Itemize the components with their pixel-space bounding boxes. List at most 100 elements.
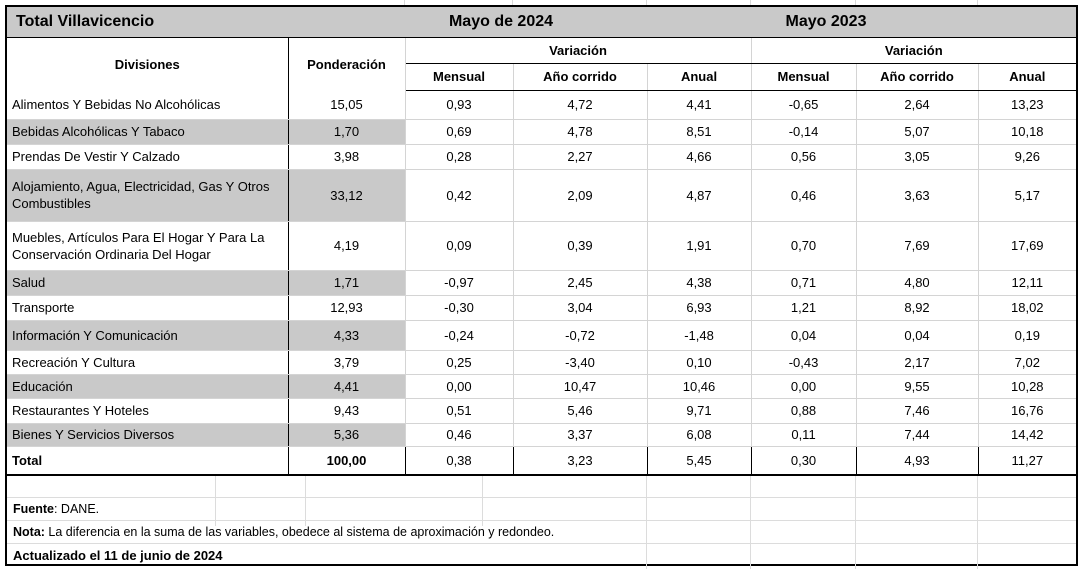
anual-2024-cell: 9,71 [647,398,752,424]
gridline-stub [646,0,647,5]
updated-text: Actualizado el 11 de junio de 2024 [13,548,223,563]
col-header-mensual-2023: Mensual [751,63,857,91]
ano-corrido-2023-cell: 7,46 [856,398,979,424]
col-header-ano-corrido-2024: Año corrido [513,63,648,91]
col-header-ano-corrido-2023: Año corrido [856,63,979,91]
ano-corrido-2024-cell: 4,78 [513,119,648,145]
source-note: Fuente: DANE. [7,498,1076,521]
ponderacion-cell: 4,41 [288,374,406,399]
mensual-2024-cell: -0,24 [405,320,514,351]
total-row: Total 100,00 0,38 3,23 5,45 0,30 4,93 11… [7,445,1077,476]
anual-2023-cell: 5,17 [978,169,1077,222]
total-label-cell: Total [7,445,289,476]
anual-2023-cell: 16,76 [978,398,1077,424]
ano-corrido-2023-cell: 0,04 [856,320,979,351]
ano-corrido-2024-cell: 3,04 [513,295,648,321]
mensual-2023-cell: -0,43 [751,350,857,375]
anual-2024-cell: 4,38 [647,270,752,296]
ano-corrido-2023-cell: 5,07 [856,119,979,145]
anual-2023-cell: 13,23 [978,90,1077,120]
table-row: Alojamiento, Agua, Electricidad, Gas Y O… [7,169,1077,222]
table-row: Prendas De Vestir Y Calzado 3,98 0,28 2,… [7,144,1077,170]
anual-2023-cell: 0,19 [978,320,1077,351]
gridline-stub [646,566,647,569]
anual-2023-cell: 7,02 [978,350,1077,375]
updated-note: Actualizado el 11 de junio de 2024 [7,544,1076,567]
total-anual-2024-cell: 5,45 [647,445,752,476]
ponderacion-cell: 4,19 [288,221,406,271]
ano-corrido-2023-cell: 2,64 [856,90,979,120]
anual-2023-cell: 10,18 [978,119,1077,145]
division-name-cell: Alojamiento, Agua, Electricidad, Gas Y O… [7,169,289,222]
source-label: Fuente [13,502,54,516]
header-band: Total Villavicencio Mayo de 2024 Mayo 20… [7,7,1076,38]
gridline [305,476,306,526]
anual-2024-cell: 10,46 [647,374,752,399]
division-name-cell: Transporte [7,295,289,321]
table-body: Alimentos Y Bebidas No Alcohólicas 15,05… [7,90,1077,447]
anual-2024-cell: -1,48 [647,320,752,351]
table-row: Educación 4,41 0,00 10,47 10,46 0,00 9,5… [7,374,1077,399]
period-mayo-2023: Mayo 2023 [785,13,867,30]
ano-corrido-2023-cell: 7,44 [856,423,979,447]
ano-corrido-2024-cell: -3,40 [513,350,648,375]
table-row: Transporte 12,93 -0,30 3,04 6,93 1,21 8,… [7,295,1077,321]
mensual-2024-cell: 0,46 [405,423,514,447]
ponderacion-cell: 33,12 [288,169,406,222]
mensual-2024-cell: -0,97 [405,270,514,296]
ponderacion-cell: 12,93 [288,295,406,321]
footer-spacer-row [7,476,1076,498]
period-mayo-2024: Mayo de 2024 [448,13,554,30]
mensual-2023-cell: 0,04 [751,320,857,351]
anual-2023-cell: 9,26 [978,144,1077,170]
gridline [215,476,216,526]
ano-corrido-2024-cell: 5,46 [513,398,648,424]
total-mensual-2023-cell: 0,30 [751,445,857,476]
method-note: Nota: La diferencia en la suma de las va… [7,521,1076,544]
group-header-variacion-2024: Variación [405,38,752,64]
ano-corrido-2023-cell: 3,63 [856,169,979,222]
ano-corrido-2023-cell: 4,80 [856,270,979,296]
ano-corrido-2023-cell: 8,92 [856,295,979,321]
gridline-stub [404,0,405,5]
division-name-cell: Restaurantes Y Hoteles [7,398,289,424]
ano-corrido-2023-cell: 9,55 [856,374,979,399]
gridline-stub [977,0,978,5]
gridline [482,476,483,526]
total-ponderacion-cell: 100,00 [288,445,406,476]
mensual-2023-cell: 0,70 [751,221,857,271]
ano-corrido-2024-cell: 3,37 [513,423,648,447]
col-header-mensual-2024: Mensual [405,63,514,91]
mensual-2023-cell: 1,21 [751,295,857,321]
ano-corrido-2024-cell: 4,72 [513,90,648,120]
group-header-variacion-2023: Variación [751,38,1077,64]
division-name-cell: Bebidas Alcohólicas Y Tabaco [7,119,289,145]
ponderacion-cell: 3,98 [288,144,406,170]
table-row: Salud 1,71 -0,97 2,45 4,38 0,71 4,80 12,… [7,270,1077,296]
mensual-2024-cell: 0,51 [405,398,514,424]
table-row: Muebles, Artículos Para El Hogar Y Para … [7,221,1077,271]
col-header-divisiones: Divisiones [7,38,289,90]
gridline-stub [750,566,751,569]
anual-2023-cell: 17,69 [978,221,1077,271]
gridline [646,476,647,567]
table-row: Bebidas Alcohólicas Y Tabaco 1,70 0,69 4… [7,119,1077,145]
mensual-2024-cell: 0,09 [405,221,514,271]
total-anual-2023-cell: 11,27 [978,445,1077,476]
mensual-2023-cell: -0,65 [751,90,857,120]
anual-2023-cell: 12,11 [978,270,1077,296]
gridline-stub [512,0,513,5]
col-header-anual-2023: Anual [978,63,1077,91]
gridline-stub [977,566,978,569]
ponderacion-cell: 15,05 [288,90,406,120]
table-row: Alimentos Y Bebidas No Alcohólicas 15,05… [7,90,1077,120]
gridline [750,476,751,567]
division-name-cell: Prendas De Vestir Y Calzado [7,144,289,170]
mensual-2023-cell: 0,56 [751,144,857,170]
division-name-cell: Alimentos Y Bebidas No Alcohólicas [7,90,289,120]
gridline-stub [750,0,751,5]
division-name-cell: Bienes Y Servicios Diversos [7,423,289,447]
division-name-cell: Muebles, Artículos Para El Hogar Y Para … [7,221,289,271]
mensual-2024-cell: 0,25 [405,350,514,375]
